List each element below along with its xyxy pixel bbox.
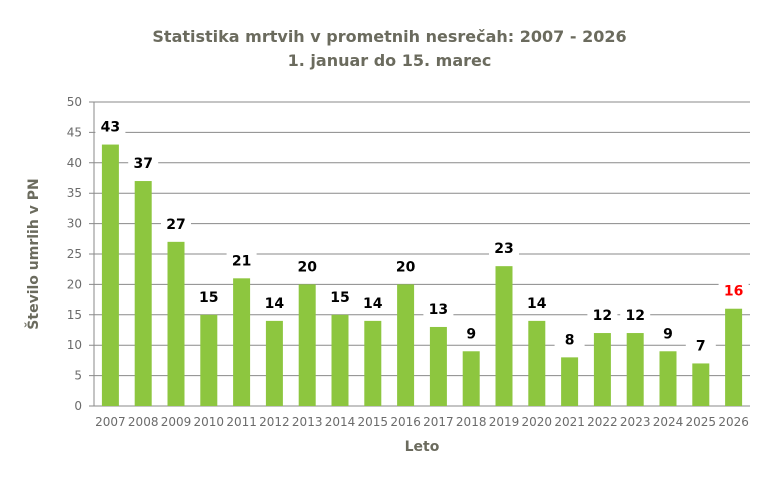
chart-title: Statistika mrtvih v prometnih nesrečah: … xyxy=(152,27,627,46)
data-label-background xyxy=(390,255,421,276)
data-label: 14 xyxy=(363,296,383,312)
x-tick-label: 2018 xyxy=(456,415,487,429)
bar xyxy=(397,284,415,406)
data-label-background xyxy=(718,279,749,300)
data-label: 12 xyxy=(593,308,612,324)
bar xyxy=(429,326,447,406)
bar xyxy=(528,320,546,406)
data-label: 15 xyxy=(330,290,349,306)
data-label-background xyxy=(292,255,323,276)
x-tick-label: 2016 xyxy=(390,415,421,429)
x-tick-label: 2017 xyxy=(423,415,454,429)
data-label-background xyxy=(456,322,487,343)
bar xyxy=(495,266,513,406)
data-label-background xyxy=(554,328,585,349)
y-tick-label: 30 xyxy=(67,217,82,231)
data-label-background xyxy=(423,297,454,318)
data-label: 37 xyxy=(133,156,152,172)
data-label-background xyxy=(653,322,683,343)
y-tick-label: 50 xyxy=(67,95,82,109)
x-tick-label: 2023 xyxy=(620,415,651,429)
data-label-background xyxy=(95,115,126,136)
y-tick-label: 5 xyxy=(74,369,82,383)
bar xyxy=(233,278,251,406)
y-tick-label: 40 xyxy=(67,156,82,170)
bar xyxy=(462,351,480,406)
y-tick-label: 35 xyxy=(67,186,82,200)
data-label: 14 xyxy=(265,296,285,312)
x-tick-label: 2026 xyxy=(718,415,749,429)
data-label: 20 xyxy=(396,259,416,275)
data-label: 20 xyxy=(297,259,317,275)
x-tick-label: 2007 xyxy=(95,415,126,429)
x-tick-label: 2022 xyxy=(587,415,618,429)
data-label: 13 xyxy=(429,302,448,318)
bar xyxy=(692,363,710,406)
x-tick-label: 2010 xyxy=(194,415,225,429)
bar xyxy=(593,333,611,406)
data-label-background xyxy=(128,152,159,173)
data-label: 9 xyxy=(663,326,673,342)
x-axis-label: Leto xyxy=(405,439,440,455)
data-label-background xyxy=(620,304,651,325)
x-tick-label: 2011 xyxy=(226,415,257,429)
x-tick-label: 2021 xyxy=(554,415,585,429)
data-label-background xyxy=(325,285,355,306)
bar xyxy=(561,357,579,406)
bar xyxy=(725,308,743,406)
data-label: 14 xyxy=(527,296,547,312)
data-label: 8 xyxy=(565,332,575,348)
x-tick-label: 2012 xyxy=(259,415,290,429)
bar xyxy=(659,351,677,406)
data-label: 12 xyxy=(625,308,644,324)
y-tick-label: 25 xyxy=(67,247,82,261)
data-label: 7 xyxy=(696,338,706,354)
data-label: 21 xyxy=(232,253,251,269)
data-label: 43 xyxy=(101,120,120,136)
x-tick-label: 2025 xyxy=(686,415,717,429)
data-label: 27 xyxy=(166,217,185,233)
x-tick-label: 2019 xyxy=(489,415,520,429)
bar xyxy=(134,181,152,406)
data-label: 15 xyxy=(199,290,218,306)
x-tick-label: 2013 xyxy=(292,415,323,429)
x-tick-label: 2020 xyxy=(522,415,553,429)
bar xyxy=(331,314,349,406)
bar xyxy=(364,320,382,406)
x-tick-label: 2015 xyxy=(358,415,389,429)
y-tick-label: 20 xyxy=(67,277,82,291)
y-tick-label: 0 xyxy=(74,399,82,413)
data-label-background xyxy=(259,291,290,312)
data-label-background xyxy=(193,285,224,306)
data-label-background xyxy=(521,291,552,312)
data-label-background xyxy=(226,249,257,270)
y-axis-label: Število umrlih v PN xyxy=(24,178,42,329)
y-tick-label: 45 xyxy=(67,125,82,139)
data-label: 23 xyxy=(494,241,513,257)
bar xyxy=(265,320,283,406)
y-tick-label: 15 xyxy=(67,308,82,322)
x-tick-label: 2009 xyxy=(161,415,192,429)
data-label-background xyxy=(587,304,618,325)
bar xyxy=(626,333,644,406)
data-label: 16 xyxy=(724,284,743,300)
bar xyxy=(200,314,218,406)
x-tick-label: 2008 xyxy=(128,415,159,429)
bar xyxy=(101,144,119,406)
x-tick-label: 2014 xyxy=(325,415,356,429)
data-label: 9 xyxy=(466,326,476,342)
data-label-background xyxy=(161,212,191,233)
bar xyxy=(298,284,316,406)
data-label-background xyxy=(489,237,519,258)
data-label-background xyxy=(685,334,716,355)
y-tick-label: 10 xyxy=(67,338,82,352)
data-label-background xyxy=(357,291,388,312)
chart-subtitle: 1. januar do 15. marec xyxy=(287,51,492,70)
bar xyxy=(167,241,185,406)
x-tick-label: 2024 xyxy=(653,415,684,429)
